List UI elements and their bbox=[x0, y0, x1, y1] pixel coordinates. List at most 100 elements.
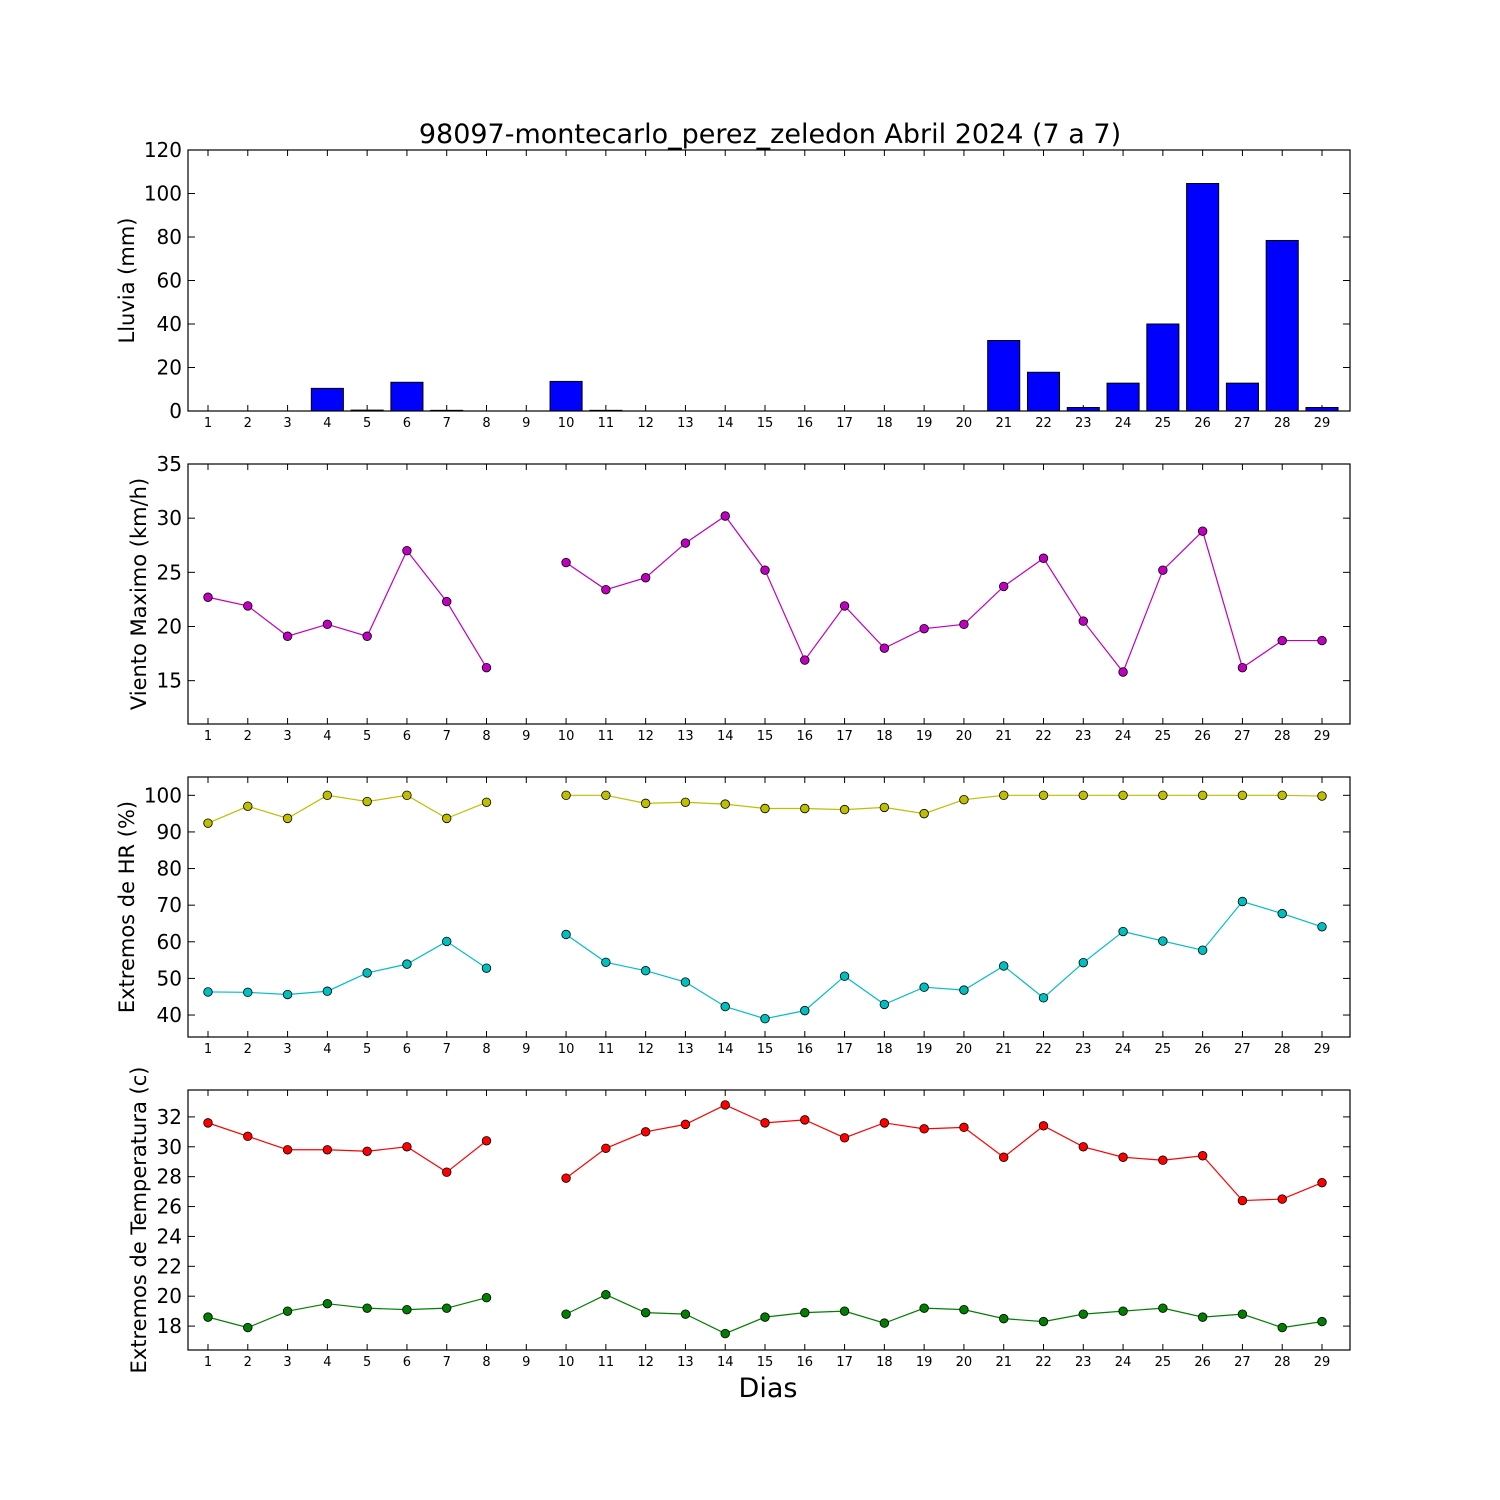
data-point bbox=[362, 968, 372, 978]
data-point bbox=[999, 790, 1009, 801]
data-point bbox=[1197, 945, 1208, 955]
data-point bbox=[481, 662, 492, 673]
data-point bbox=[1237, 790, 1248, 801]
axes-frame bbox=[187, 149, 1351, 412]
data-point bbox=[481, 1136, 492, 1146]
data-point bbox=[322, 619, 333, 630]
x-tick-label: 21 bbox=[995, 729, 1012, 744]
x-tick-label: 12 bbox=[637, 1042, 654, 1057]
y-axis-label: Viento Maximo (km/h) bbox=[127, 478, 151, 710]
series-line bbox=[207, 1297, 487, 1329]
data-point bbox=[1118, 790, 1128, 801]
x-tick-label: 18 bbox=[876, 1042, 893, 1057]
x-tick-label: 15 bbox=[757, 1042, 774, 1057]
data-point bbox=[1158, 1155, 1168, 1165]
y-tick-label: 50 bbox=[157, 966, 182, 990]
x-tick-label: 14 bbox=[717, 416, 734, 431]
data-point bbox=[561, 557, 571, 568]
x-tick-label: 7 bbox=[443, 416, 451, 431]
data-point bbox=[640, 573, 651, 583]
data-point bbox=[402, 545, 412, 556]
data-point bbox=[1197, 1312, 1208, 1322]
x-tick-label: 9 bbox=[522, 1042, 530, 1057]
y-tick-label: 60 bbox=[157, 930, 182, 954]
data-point bbox=[1118, 1306, 1128, 1316]
x-tick-label: 2 bbox=[244, 1042, 252, 1057]
data-point bbox=[879, 999, 890, 1010]
axes-frame bbox=[187, 776, 1351, 1038]
data-point bbox=[1038, 790, 1049, 801]
data-point bbox=[959, 1122, 969, 1133]
x-tick-label: 18 bbox=[876, 729, 893, 744]
data-point bbox=[322, 986, 333, 996]
data-point bbox=[1197, 526, 1208, 536]
y-axis-label: Extremos de Temperatura (c) bbox=[127, 1067, 151, 1374]
data-point bbox=[1118, 1152, 1128, 1162]
y-tick-label: 24 bbox=[157, 1224, 182, 1248]
data-point bbox=[999, 961, 1009, 971]
x-tick-label: 11 bbox=[598, 416, 615, 431]
data-point bbox=[481, 1293, 492, 1303]
data-point bbox=[601, 1143, 611, 1153]
data-point bbox=[243, 601, 253, 611]
x-tick-label: 28 bbox=[1274, 1355, 1291, 1370]
data-point bbox=[800, 803, 810, 814]
x-tick-label: 8 bbox=[482, 1355, 490, 1370]
data-point bbox=[720, 511, 730, 521]
data-point bbox=[1038, 993, 1049, 1003]
data-point bbox=[760, 1118, 770, 1128]
data-point bbox=[322, 790, 333, 801]
data-point bbox=[442, 1303, 452, 1313]
data-point bbox=[243, 987, 253, 998]
data-point bbox=[282, 989, 293, 1000]
bar bbox=[1106, 382, 1140, 412]
y-tick-label: 26 bbox=[157, 1195, 182, 1219]
x-tick-label: 22 bbox=[1035, 1042, 1052, 1057]
data-point bbox=[680, 538, 691, 548]
x-tick-label: 15 bbox=[757, 416, 774, 431]
data-point bbox=[1078, 1309, 1088, 1319]
data-point bbox=[1277, 1322, 1287, 1333]
data-point bbox=[879, 643, 890, 653]
data-point bbox=[481, 963, 492, 973]
y-tick-label: 90 bbox=[157, 820, 182, 844]
bar bbox=[549, 380, 583, 412]
data-point bbox=[999, 581, 1009, 592]
data-point bbox=[1237, 662, 1248, 673]
data-point bbox=[601, 957, 611, 967]
x-tick-label: 4 bbox=[323, 1355, 331, 1370]
data-point bbox=[601, 1290, 611, 1300]
bar bbox=[1265, 239, 1299, 412]
data-point bbox=[601, 790, 611, 801]
data-point bbox=[919, 982, 929, 992]
x-tick-label: 19 bbox=[916, 1042, 933, 1057]
data-point bbox=[800, 1115, 810, 1125]
x-tick-label: 22 bbox=[1035, 729, 1052, 744]
data-point bbox=[919, 1303, 929, 1313]
data-point bbox=[402, 1304, 412, 1315]
x-tick-label: 26 bbox=[1194, 416, 1211, 431]
data-point bbox=[1317, 791, 1327, 801]
y-tick-label: 100 bbox=[144, 182, 182, 206]
x-tick-label: 1 bbox=[204, 729, 212, 744]
x-tick-label: 25 bbox=[1155, 1042, 1172, 1057]
x-tick-label: 10 bbox=[558, 1042, 575, 1057]
x-tick-label: 1 bbox=[204, 1042, 212, 1057]
data-point bbox=[243, 1131, 253, 1142]
data-point bbox=[282, 813, 293, 824]
y-tick-label: 18 bbox=[157, 1314, 182, 1338]
data-point bbox=[561, 929, 571, 940]
series-line bbox=[207, 1122, 487, 1173]
x-tick-label: 9 bbox=[522, 1355, 530, 1370]
x-axis-label: Dias bbox=[739, 1373, 798, 1404]
x-tick-label: 28 bbox=[1274, 729, 1291, 744]
data-point bbox=[1078, 616, 1088, 626]
data-point bbox=[720, 1001, 730, 1012]
data-point bbox=[1118, 926, 1128, 937]
data-point bbox=[402, 959, 412, 969]
data-point bbox=[720, 1100, 730, 1110]
x-tick-label: 4 bbox=[323, 416, 331, 431]
series-line bbox=[566, 794, 1323, 815]
x-tick-label: 4 bbox=[323, 1042, 331, 1057]
data-point bbox=[800, 1005, 810, 1016]
